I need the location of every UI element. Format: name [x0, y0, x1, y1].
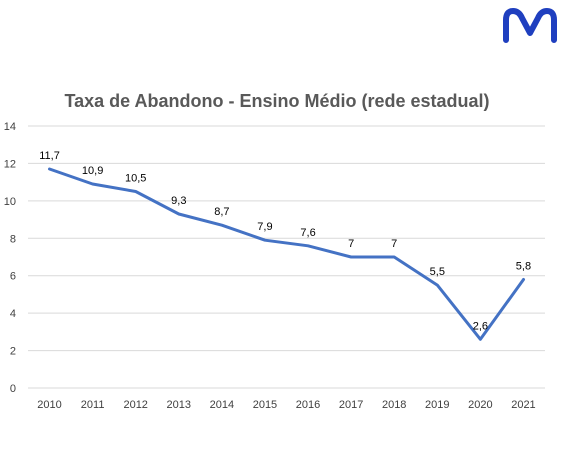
logo-icon	[503, 8, 557, 43]
data-label: 7	[391, 238, 397, 250]
x-tick-label: 2012	[123, 399, 147, 411]
data-label: 9,3	[171, 195, 186, 207]
x-tick-label: 2019	[425, 399, 449, 411]
data-label: 5,5	[430, 266, 445, 278]
data-label: 11,7	[39, 150, 60, 162]
y-tick-label: 6	[10, 271, 16, 283]
x-tick-label: 2014	[210, 399, 234, 411]
data-label: 10,5	[125, 173, 146, 185]
data-label: 5,8	[516, 260, 531, 272]
x-tick-label: 2020	[468, 399, 492, 411]
data-label: 8,7	[214, 206, 229, 218]
series-line	[48, 167, 525, 341]
x-tick-label: 2018	[382, 399, 406, 411]
x-tick-label: 2010	[37, 399, 61, 411]
x-tick-label: 2016	[296, 399, 320, 411]
x-axis: 2010 2011 2012 2013 2014 2015 2016 2017 2018 2019…	[37, 399, 535, 411]
data-labels: 11,7 10,9 10,5 9,3 8,7 7,9 7,6 7 7 5,5 2,6 5,8	[39, 150, 531, 332]
y-tick-label: 2	[10, 346, 16, 358]
x-tick-label: 2013	[167, 399, 191, 411]
x-tick-label: 2017	[339, 399, 363, 411]
y-tick-label: 0	[10, 383, 16, 395]
x-tick-label: 2021	[511, 399, 535, 411]
y-axis: 0 2 4 6 8 10 12 14	[4, 121, 16, 395]
data-label: 7,9	[257, 221, 272, 233]
gridlines	[28, 125, 545, 389]
x-tick-label: 2011	[81, 399, 105, 411]
y-tick-label: 14	[4, 121, 16, 133]
y-tick-label: 10	[4, 196, 16, 208]
x-tick-label: 2015	[253, 399, 277, 411]
y-tick-label: 4	[10, 308, 16, 320]
brand-logo	[503, 8, 557, 43]
y-tick-label: 12	[4, 158, 16, 170]
data-label: 10,9	[82, 165, 103, 177]
data-label: 7	[348, 238, 354, 250]
chart-title: Taxa de Abandono - Ensino Médio (rede es…	[64, 91, 489, 111]
data-label: 2,6	[473, 320, 488, 332]
series-line-path	[48, 167, 525, 341]
y-tick-label: 8	[10, 233, 16, 245]
data-label: 7,6	[300, 227, 315, 239]
